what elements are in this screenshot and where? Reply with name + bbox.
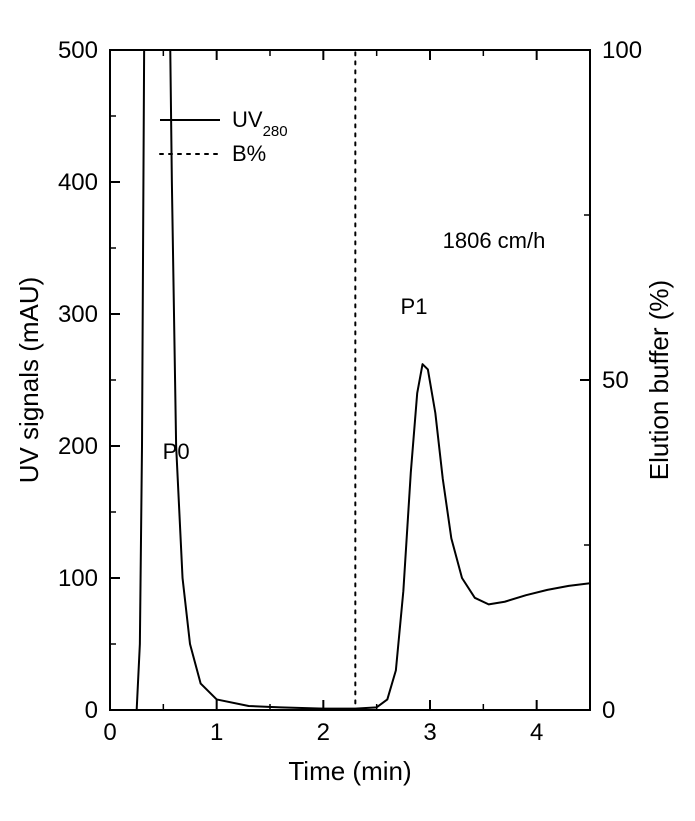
y-right-tick-label: 50 — [602, 367, 629, 394]
uv-series — [110, 0, 590, 714]
x-tick-label: 4 — [530, 719, 543, 746]
x-tick-label: 0 — [103, 719, 116, 746]
y-left-axis-label: UV signals (mAU) — [14, 277, 44, 484]
annotation-1: P1 — [401, 294, 428, 319]
annotation-0: P0 — [163, 439, 190, 464]
plot-border — [110, 50, 590, 710]
x-tick-label: 2 — [317, 719, 330, 746]
y-right-axis-label: Elution buffer (%) — [644, 280, 674, 480]
chart-svg: 0 1 2 3 4 0 100 200 300 400 500 0 50 100 Time (min) UV … — [0, 0, 695, 821]
legend-label-uv: UV280 — [232, 107, 288, 140]
y-right-tick-label: 100 — [602, 37, 642, 64]
y-left-tick-label: 0 — [85, 697, 98, 724]
x-axis-label: Time (min) — [288, 756, 411, 786]
x-tick-label: 1 — [210, 719, 223, 746]
y-left-tick-label: 500 — [58, 37, 98, 64]
y-right-tick-label: 0 — [602, 697, 615, 724]
y-left-tick-label: 100 — [58, 565, 98, 592]
y-left-tick-label: 200 — [58, 433, 98, 460]
legend-label-b: B% — [232, 141, 266, 166]
annotation-2: 1806 cm/h — [443, 228, 546, 253]
y-left-tick-label: 400 — [58, 169, 98, 196]
b-percent-series — [110, 50, 590, 710]
chromatogram-chart: 0 1 2 3 4 0 100 200 300 400 500 0 50 100 Time (min) UV … — [0, 0, 695, 821]
y-left-tick-label: 300 — [58, 301, 98, 328]
x-tick-label: 3 — [423, 719, 436, 746]
